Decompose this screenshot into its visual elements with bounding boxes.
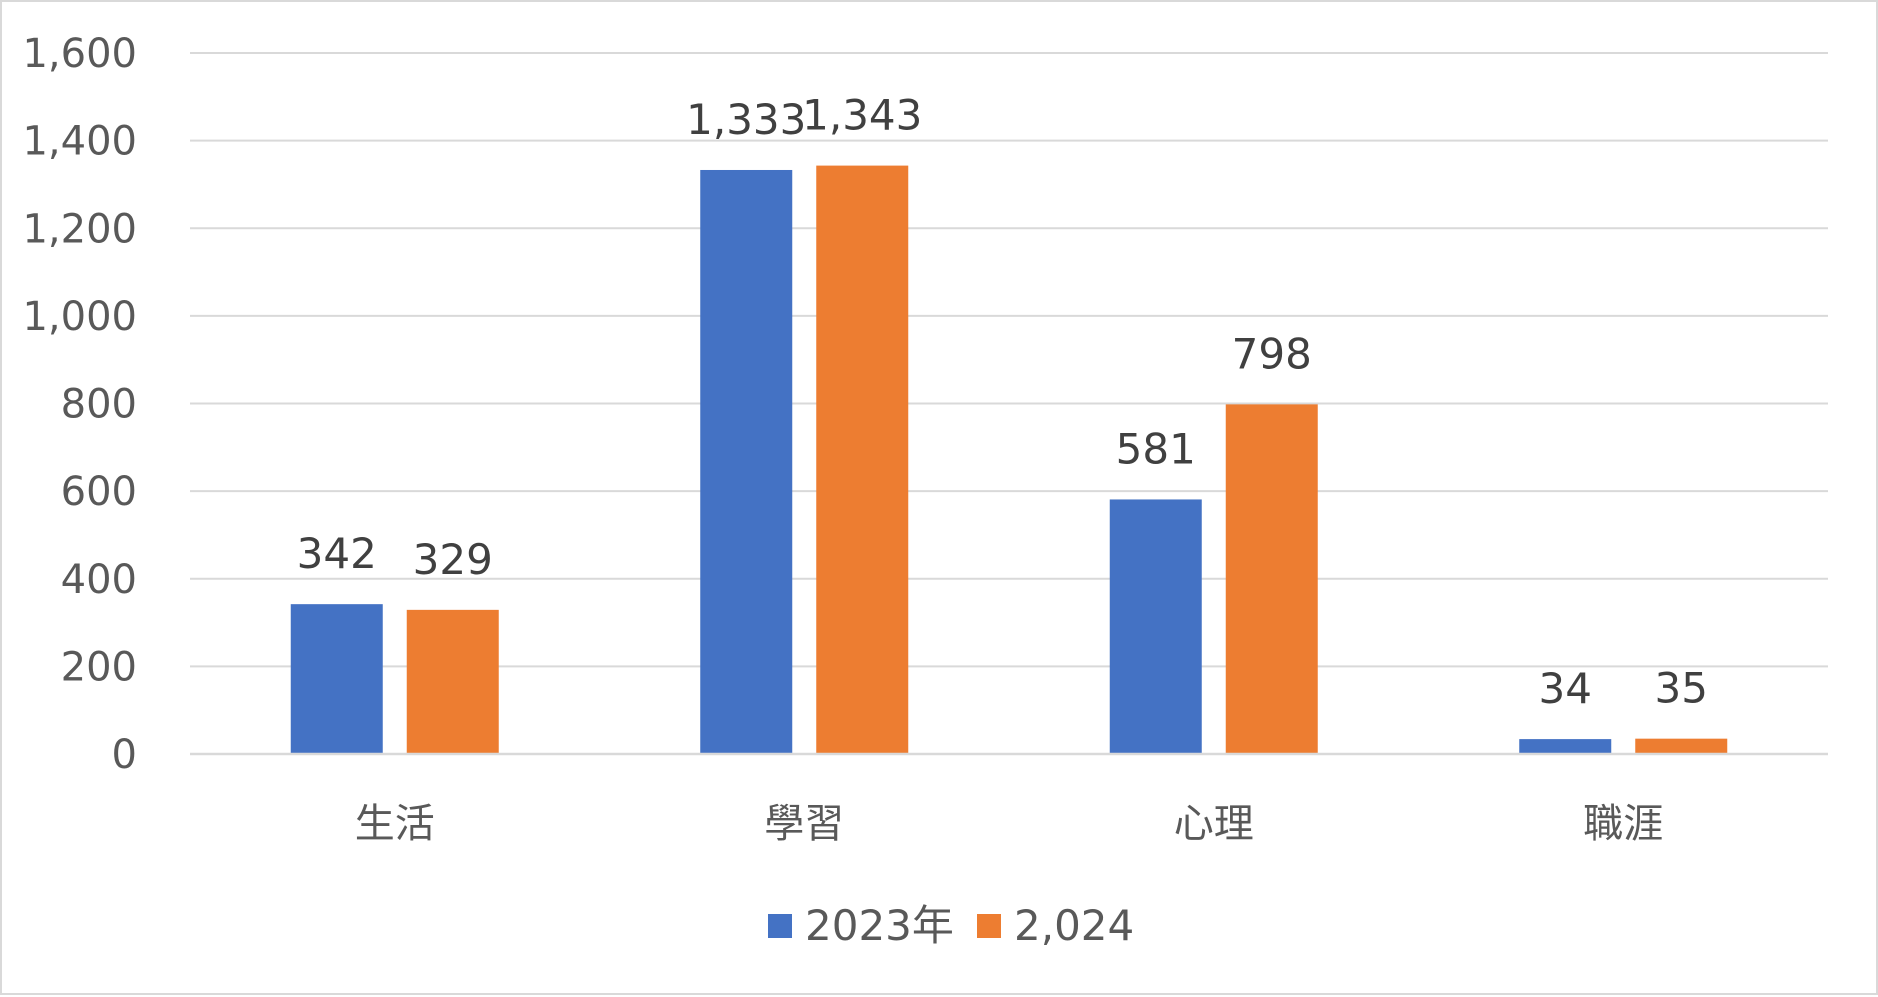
y-tick-label: 1,200 bbox=[22, 206, 137, 252]
y-tick-label: 600 bbox=[61, 469, 137, 515]
y-tick-label: 1,600 bbox=[22, 31, 137, 77]
y-tick-label: 1,000 bbox=[22, 294, 137, 340]
x-category-label: 職涯 bbox=[1583, 801, 1663, 847]
legend-label: 2,024 bbox=[1014, 901, 1134, 950]
legend-swatch bbox=[768, 914, 792, 938]
data-label: 1,343 bbox=[802, 91, 922, 140]
y-axis-tick-labels: 0 200 400 600 800 1,000 1,200 1,400 1,600 bbox=[22, 31, 137, 778]
data-label: 34 bbox=[1539, 664, 1592, 713]
data-label: 1,333 bbox=[686, 95, 806, 144]
legend-swatch bbox=[977, 914, 1001, 938]
bar-生活-2,024 bbox=[406, 609, 499, 754]
x-category-label: 心理 bbox=[1174, 801, 1254, 847]
data-label: 329 bbox=[413, 535, 493, 584]
data-label: 798 bbox=[1232, 329, 1312, 378]
bar-心理-2,024 bbox=[1225, 404, 1318, 754]
data-label: 342 bbox=[297, 529, 377, 578]
x-axis-category-labels: 生活 學習 心理 職涯 bbox=[355, 801, 1664, 847]
y-tick-label: 200 bbox=[61, 644, 137, 690]
grid-lines bbox=[190, 52, 1828, 668]
bar-心理-2023年 bbox=[1109, 499, 1202, 754]
bar-學習-2023年 bbox=[700, 169, 793, 754]
bar-生活-2023年 bbox=[290, 604, 383, 754]
data-label: 581 bbox=[1116, 424, 1196, 473]
y-tick-label: 800 bbox=[61, 382, 137, 428]
bars bbox=[290, 165, 1728, 754]
bar-職涯-2023年 bbox=[1519, 739, 1612, 754]
y-tick-label: 0 bbox=[112, 732, 137, 778]
x-category-label: 學習 bbox=[764, 801, 844, 847]
x-category-label: 生活 bbox=[355, 801, 435, 847]
bar-學習-2,024 bbox=[816, 165, 909, 754]
y-tick-label: 400 bbox=[61, 557, 137, 603]
legend-label: 2023年 bbox=[805, 901, 954, 950]
bar-職涯-2,024 bbox=[1635, 738, 1728, 754]
y-tick-label: 1,400 bbox=[22, 119, 137, 165]
legend: 2023年 2,024 bbox=[768, 901, 1134, 950]
data-label: 35 bbox=[1655, 664, 1708, 713]
